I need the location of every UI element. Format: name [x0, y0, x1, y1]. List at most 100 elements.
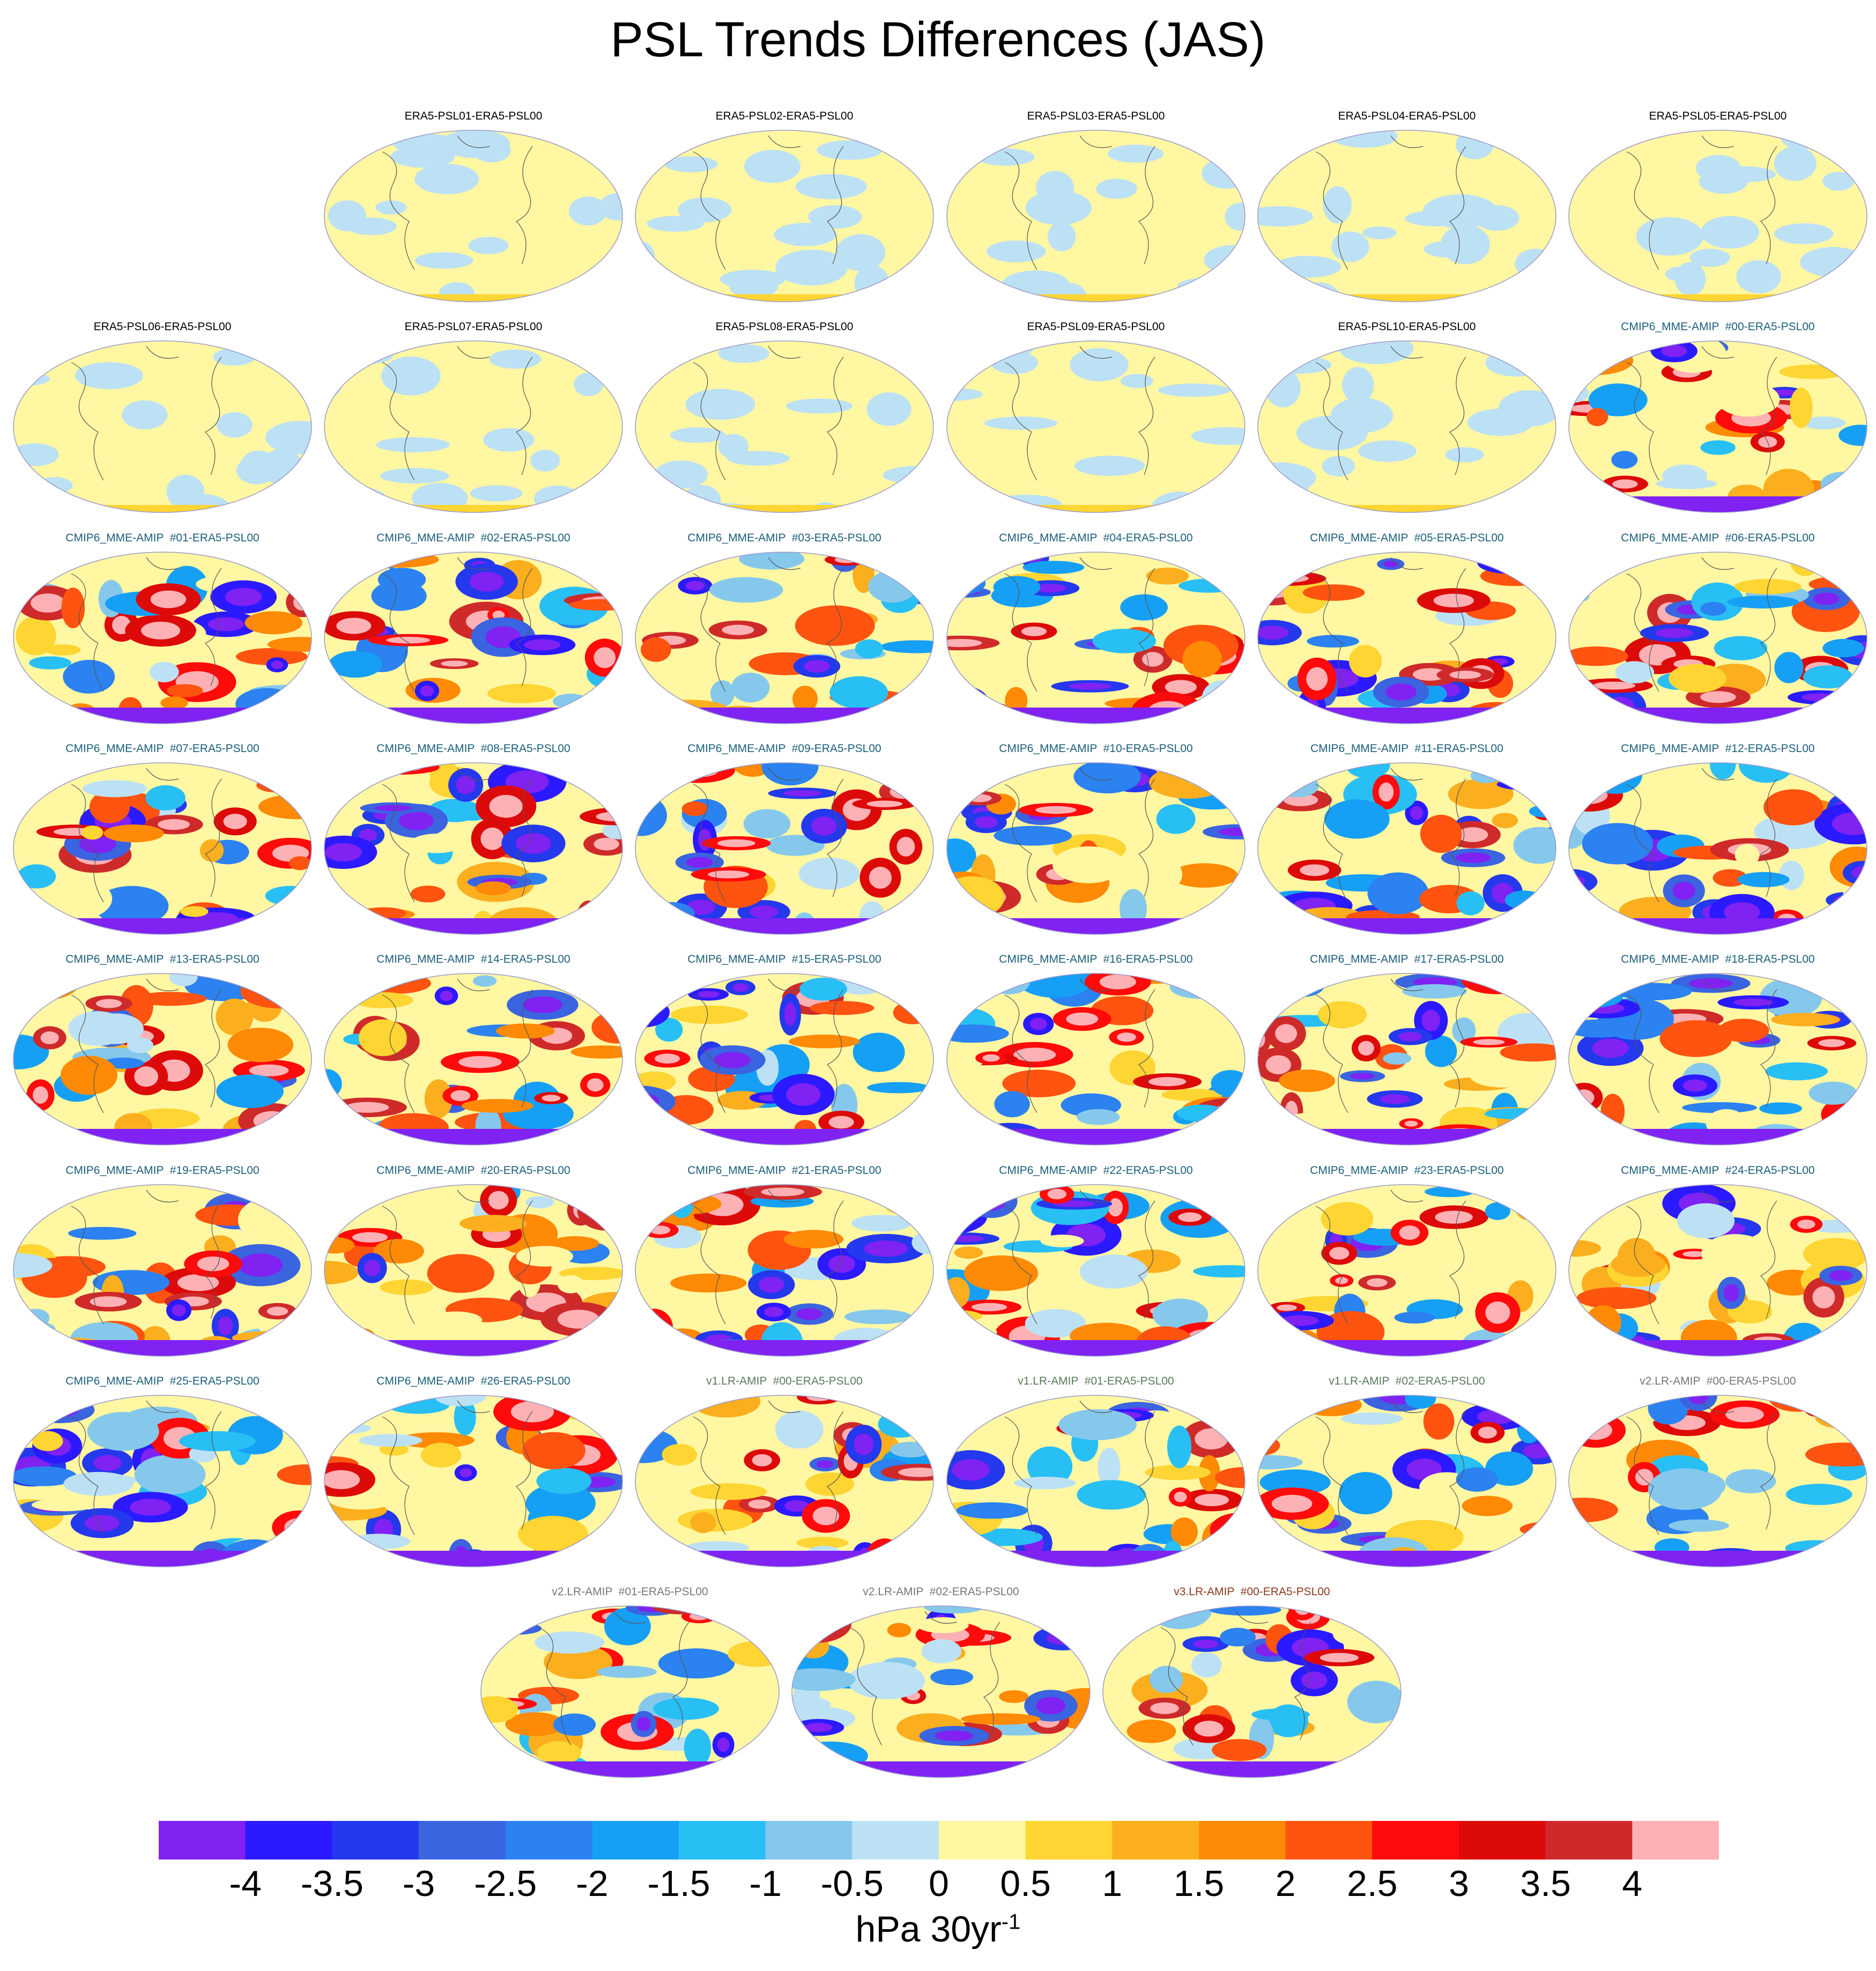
field-southern-band — [324, 1340, 622, 1356]
panel-title: CMIP6_MME-AMIP #25-ERA5-PSL00 — [65, 1375, 259, 1387]
field-contour — [29, 656, 71, 670]
map-panel: CMIP6_MME-AMIP #26-ERA5-PSL00 — [318, 1375, 629, 1574]
field-contour — [1423, 1403, 1455, 1440]
field-contour — [1448, 779, 1514, 809]
field-contour-core — [611, 765, 622, 784]
field-contour — [63, 659, 115, 694]
panel-title: ERA5-PSL07-ERA5-PSL00 — [404, 321, 543, 333]
field-contour — [1585, 1395, 1610, 1423]
field-contour — [789, 1035, 860, 1048]
map-field — [946, 973, 1245, 1146]
field-contour — [483, 428, 535, 452]
field-contour — [1570, 1185, 1636, 1194]
field-contour — [1036, 170, 1074, 205]
field-contour-core — [271, 660, 284, 669]
colorbar-swatch — [765, 1821, 852, 1860]
field-contour — [1569, 1536, 1604, 1567]
field-contour-core — [1047, 1188, 1067, 1200]
field-contour — [1076, 1109, 1120, 1125]
field-contour — [594, 1185, 622, 1197]
field-contour — [1258, 571, 1326, 586]
map-outline — [1568, 973, 1867, 1146]
field-contour — [1828, 1534, 1867, 1546]
map-field — [13, 973, 312, 1146]
field-contour-core — [1306, 667, 1328, 691]
field-contour — [1211, 1070, 1245, 1097]
panel-title: CMIP6_MME-AMIP #21-ERA5-PSL00 — [687, 1164, 881, 1177]
field-contour-core — [1035, 806, 1077, 814]
colorbar-swatch — [419, 1821, 506, 1860]
field-contour-core — [276, 559, 302, 574]
field-contour — [1700, 601, 1726, 616]
colorbar-swatch — [1545, 1821, 1633, 1860]
field-contour-core — [866, 800, 903, 807]
field-contour — [670, 1273, 747, 1293]
field-contour — [1077, 1480, 1146, 1510]
field-contour — [678, 197, 732, 222]
field-contour-core — [399, 811, 434, 830]
map-panel: ERA5-PSL10-ERA5-PSL00 — [1251, 321, 1562, 520]
field-contour-core — [686, 857, 713, 868]
field-contour-core — [1142, 652, 1164, 667]
field-contour-core — [636, 769, 670, 783]
map-outline — [1257, 340, 1556, 513]
field-contour — [1342, 367, 1374, 404]
panel-title: ERA5-PSL08-ERA5-PSL00 — [715, 321, 854, 333]
map-field — [635, 130, 934, 302]
colorbar-tick-label: 3.5 — [1520, 1863, 1571, 1904]
field-contour-core — [253, 1111, 291, 1131]
field-contour — [1467, 408, 1533, 436]
field-contour — [346, 217, 397, 235]
field-contour — [1588, 383, 1648, 416]
field-contour-core — [524, 639, 561, 651]
coastline — [382, 1189, 533, 1325]
coastline — [1315, 768, 1466, 903]
field-contour-core — [1021, 626, 1047, 636]
map-outline — [324, 340, 623, 513]
field-contour-core — [1301, 1671, 1328, 1690]
map-panel: ERA5-PSL02-ERA5-PSL00 — [629, 110, 940, 309]
field-contour — [588, 1676, 633, 1698]
colorbar-swatch — [679, 1821, 766, 1860]
panel-title: ERA5-PSL10-ERA5-PSL00 — [1338, 321, 1476, 333]
field-contour — [1615, 661, 1655, 683]
field-contour-core — [652, 552, 670, 568]
field-contour — [956, 1502, 1028, 1519]
coastline — [1160, 1611, 1311, 1746]
field-contour-core — [1174, 1491, 1187, 1503]
field-contour — [1805, 341, 1828, 354]
field-contour-core — [130, 1499, 172, 1516]
field-contour — [1586, 408, 1608, 426]
field-contour — [1025, 1309, 1086, 1338]
field-contour — [1204, 1325, 1233, 1356]
field-contour — [1145, 1464, 1211, 1481]
field-contour — [1425, 1035, 1457, 1067]
field-contour — [1710, 763, 1736, 780]
panel-title: ERA5-PSL03-ERA5-PSL00 — [1027, 110, 1165, 122]
field-contour — [1480, 1395, 1534, 1409]
map-field — [1257, 130, 1556, 302]
field-contour — [134, 1455, 206, 1494]
colorbar-swatch — [505, 1821, 592, 1860]
field-contour — [1485, 349, 1547, 377]
field-contour-core — [197, 1256, 229, 1271]
panel-title: ERA5-PSL06-ERA5-PSL00 — [93, 321, 232, 333]
field-contour-core — [947, 1235, 984, 1242]
field-contour-core — [177, 1274, 219, 1291]
map-panel: CMIP6_MME-AMIP #08-ERA5-PSL00 — [318, 742, 629, 942]
field-contour — [1321, 1202, 1374, 1236]
field-contour — [552, 1121, 622, 1145]
panel-title: CMIP6_MME-AMIP #06-ERA5-PSL00 — [1621, 532, 1815, 544]
field-contour — [1755, 612, 1784, 643]
field-contour-core — [654, 552, 673, 556]
field-contour — [535, 711, 608, 724]
field-contour — [1712, 869, 1748, 887]
field-contour — [731, 672, 770, 703]
field-contour — [1146, 567, 1189, 585]
field-contour-core — [952, 1459, 990, 1481]
field-contour — [45, 644, 81, 656]
colorbar-tick-label: 0 — [929, 1863, 949, 1904]
field-contour-core — [1219, 828, 1245, 836]
coastline — [693, 768, 844, 903]
